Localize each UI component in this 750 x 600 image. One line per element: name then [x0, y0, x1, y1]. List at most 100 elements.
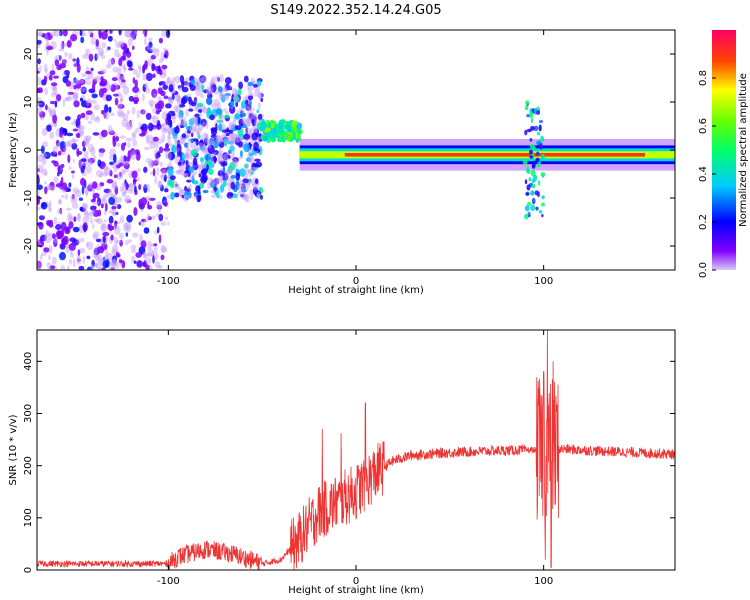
spectrogram-cell	[107, 46, 111, 51]
spectrogram-cell	[142, 83, 147, 93]
spectrogram-cell	[211, 161, 215, 166]
spectrogram-cell	[257, 136, 261, 140]
spectrogram-cell	[161, 64, 168, 70]
spectrogram-cell	[158, 81, 166, 85]
spectrogram-cell	[123, 222, 129, 232]
spectrogram-cell	[530, 125, 535, 131]
spectrogram-cell	[87, 184, 94, 192]
spectrogram-cell	[70, 34, 78, 42]
spectrogram-cell	[60, 163, 65, 168]
spectrogram-cell	[90, 264, 95, 270]
spectrogram-cell	[524, 205, 530, 212]
spectrogram-cell	[225, 136, 231, 145]
spectrogram-cell	[213, 150, 220, 156]
spectrogram-cell	[37, 154, 44, 163]
spectrogram-cell	[120, 82, 127, 88]
spectrogram-cell	[147, 48, 153, 54]
spectrogram-cell	[92, 231, 100, 239]
spectrogram-cell	[218, 123, 223, 132]
spectrogram-cell	[92, 132, 100, 136]
spectrogram-cell	[143, 253, 149, 258]
spectrogram-cell	[228, 121, 235, 130]
spectrogram-cell	[243, 75, 249, 83]
spectrogram-cell	[79, 87, 87, 92]
spectrogram-cell	[273, 128, 278, 134]
spectrogram-cell	[39, 111, 46, 119]
spectrogram-cell	[128, 239, 132, 243]
spectrogram-cell	[260, 124, 265, 131]
spectrogram-cell	[59, 251, 66, 261]
spectrogram-cell	[195, 85, 200, 90]
spectrogram-cell	[82, 255, 86, 265]
spectrogram-cell	[37, 87, 43, 94]
spectrogram-cell	[84, 186, 89, 196]
spectrogram-cell	[250, 193, 254, 201]
spectrogram-cell	[256, 80, 262, 87]
spectrogram-band-core	[344, 153, 645, 157]
spectrogram-cell	[161, 123, 165, 128]
spectrogram-cell	[194, 113, 200, 118]
spectrogram-cell	[247, 81, 254, 87]
spectrogram-cell	[133, 207, 138, 216]
spectrogram-cell	[176, 170, 181, 175]
spectrogram-xlabel: Height of straight line (km)	[288, 285, 424, 296]
spectrogram-cell	[157, 96, 162, 102]
spectrogram-cell	[100, 76, 104, 82]
spectrogram-cell	[73, 118, 76, 123]
spectrogram-cell	[111, 255, 117, 264]
spectrogram-cell	[110, 234, 114, 241]
spectrogram-cell	[73, 216, 77, 223]
spectrogram-feature-3	[299, 138, 675, 171]
spectrogram-cell	[85, 241, 89, 247]
spectrogram-cell	[207, 91, 211, 96]
spectrogram-cell	[530, 117, 534, 124]
spectrogram-cell	[111, 208, 117, 217]
spectrogram-cell	[185, 194, 193, 199]
spectrogram-cell	[145, 134, 150, 144]
spectrogram-cell	[153, 160, 159, 166]
spectrogram-cell	[53, 160, 59, 167]
spectrogram-cell	[172, 116, 176, 124]
spectrogram-cell	[167, 131, 171, 136]
spectrogram-cell	[72, 187, 80, 194]
spectrogram-cell	[210, 140, 216, 145]
spectrogram-cell	[158, 180, 163, 189]
spectrogram-cell	[187, 188, 191, 193]
spectrogram-cell	[143, 184, 148, 194]
spectrogram-cell	[131, 131, 137, 141]
spectrogram-xtick-label: 100	[534, 276, 553, 287]
spectrogram-cell	[192, 116, 200, 124]
spectrogram-cell	[152, 73, 156, 79]
spectrogram-cell	[105, 249, 109, 259]
spectrogram-cell	[84, 208, 88, 218]
spectrogram-cell	[163, 147, 171, 152]
spectrogram-cell	[127, 188, 134, 194]
spectrogram-cell	[524, 105, 529, 111]
spectrogram-cell	[210, 78, 214, 86]
spectrogram-cell	[541, 214, 544, 218]
spectrogram-cell	[72, 137, 75, 146]
spectrogram-cell	[80, 165, 85, 174]
spectrogram-cell	[113, 153, 117, 163]
spectrogram-cell	[67, 212, 72, 222]
spectrogram-cell	[121, 156, 125, 166]
spectrogram-cell	[522, 159, 528, 165]
spectrogram-cell	[119, 97, 123, 106]
spectrogram-cell	[175, 169, 182, 174]
spectrogram-cell	[92, 209, 100, 217]
spectrogram-cell	[540, 202, 545, 207]
spectrogram-cell	[251, 132, 258, 141]
spectrogram-cell	[216, 180, 219, 187]
spectrogram-cell	[57, 165, 61, 174]
spectrogram-cell	[107, 58, 115, 66]
spectrogram-cell	[536, 140, 542, 146]
snr-panel: -100 0 100 0 100 200 300 400 Height of straight…	[8, 329, 676, 596]
spectrogram-cell	[222, 172, 229, 182]
spectrogram-cell	[37, 199, 41, 205]
spectrogram-cell	[149, 242, 154, 248]
spectrogram-cell	[114, 84, 121, 90]
spectrogram-cell	[129, 119, 132, 127]
spectrogram-cell	[58, 55, 62, 61]
spectrogram-cell	[109, 161, 115, 166]
spectrogram-cell	[58, 200, 62, 205]
